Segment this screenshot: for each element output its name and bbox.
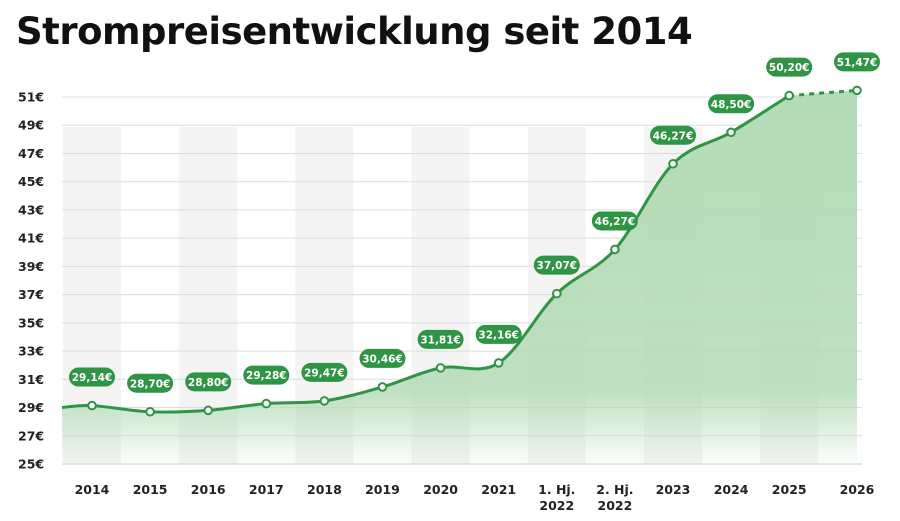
x-tick-label: 2017 (249, 482, 284, 497)
y-tick-label: 45€ (18, 174, 44, 189)
data-label: 37,07€ (537, 260, 578, 272)
x-tick-label: 1. Hj. (538, 482, 575, 497)
data-point (435, 363, 446, 373)
x-tick-label: 2025 (772, 482, 807, 497)
data-point (87, 400, 97, 411)
data-label-pill (301, 362, 348, 382)
x-tick-label: 2014 (75, 482, 110, 497)
y-tick-label: 43€ (18, 202, 44, 217)
y-tick-label: 35€ (18, 315, 44, 330)
x-tick-label: 2015 (133, 482, 168, 497)
x-tick-label: 2016 (191, 482, 226, 497)
x-tick-label: 2019 (365, 482, 400, 497)
data-label: 46,27€ (653, 130, 694, 142)
x-tick-label: 2020 (423, 482, 458, 497)
x-tick-label: 2024 (714, 482, 749, 497)
data-label-pill (417, 329, 464, 349)
chart-title: Strompreisentwicklung seit 2014 (16, 10, 693, 53)
data-label-pill (243, 365, 290, 385)
data-label: 51,47€ (837, 57, 878, 69)
data-point (610, 244, 620, 255)
data-label: 32,16€ (478, 329, 519, 341)
x-tick-label: 2021 (481, 482, 516, 497)
data-point (493, 358, 504, 368)
data-label: 28,80€ (188, 377, 229, 389)
x-tick-label: 2018 (307, 482, 342, 497)
x-tick-label: 2022 (598, 498, 633, 513)
y-tick-label: 41€ (18, 231, 44, 246)
data-point (377, 382, 388, 392)
y-tick-label: 37€ (18, 287, 44, 302)
data-point (145, 406, 155, 417)
data-label: 50,20€ (769, 62, 810, 74)
data-label: 29,14€ (72, 372, 113, 384)
data-label-pill (708, 94, 755, 114)
y-tick-label: 49€ (18, 118, 44, 133)
data-label-pill (359, 348, 406, 368)
data-label: 29,47€ (304, 367, 345, 379)
data-label-pill (591, 211, 638, 231)
data-label: 31,81€ (420, 334, 461, 346)
data-label-pill (185, 372, 232, 392)
data-label: 46,27€ (595, 216, 636, 228)
data-point (203, 405, 213, 416)
x-tick-label: 2022 (539, 498, 574, 513)
data-label-pill (127, 373, 174, 393)
y-tick-label: 25€ (18, 457, 44, 472)
y-tick-label: 33€ (18, 344, 44, 359)
data-label: 28,70€ (130, 378, 171, 390)
y-tick-label: 31€ (18, 372, 44, 387)
data-label: 29,28€ (246, 370, 287, 382)
data-label-pill (834, 52, 880, 72)
x-tick-label: 2026 (840, 482, 875, 497)
x-tick-label: 2. Hj. (596, 482, 633, 497)
data-label-pill (69, 367, 115, 387)
data-label-pill (475, 324, 522, 344)
data-point (726, 127, 736, 138)
y-tick-label: 39€ (18, 259, 44, 274)
data-label-pill (766, 57, 813, 77)
y-tick-label: 51€ (18, 90, 44, 105)
y-tick-label: 47€ (18, 146, 44, 161)
data-label: 30,46€ (362, 353, 403, 365)
data-label-pill (650, 125, 696, 145)
data-point (852, 85, 862, 96)
data-point (319, 396, 330, 406)
data-point (261, 398, 272, 409)
data-label: 48,50€ (711, 99, 752, 111)
data-point (784, 90, 795, 101)
data-point (668, 158, 678, 169)
x-tick-label: 2023 (656, 482, 691, 497)
data-label-pill (533, 255, 580, 275)
data-point (552, 288, 562, 299)
y-tick-label: 27€ (18, 428, 44, 443)
y-tick-label: 29€ (18, 400, 44, 415)
series-line-forecast (789, 88, 858, 98)
